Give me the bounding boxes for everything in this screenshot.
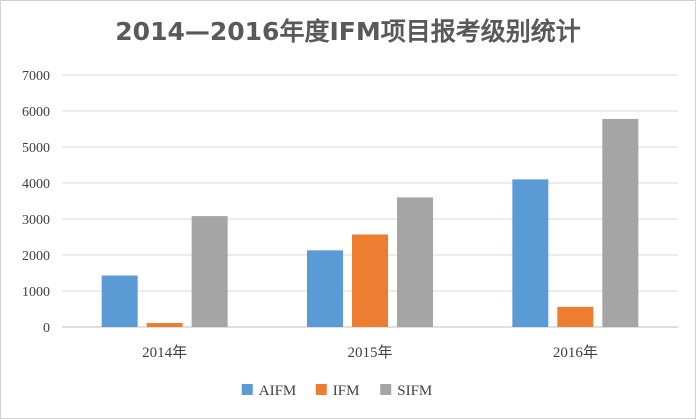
x-category-label: 2016年 <box>553 344 598 361</box>
legend-label-ifm: IFM <box>333 383 360 399</box>
y-tick-label: 0 <box>43 321 50 336</box>
y-tick-label: 2000 <box>22 249 50 264</box>
y-tick-label: 5000 <box>22 141 50 156</box>
legend-label-aifm: AIFM <box>259 383 297 399</box>
x-axis-labels: 2014年 2015年 2016年 <box>142 344 598 361</box>
bar-ifm-1 <box>146 323 183 327</box>
chart-title: 2014—2016年度IFM项目报考级别统计 <box>115 17 581 46</box>
bars <box>101 118 639 327</box>
legend-label-sifm: SIFM <box>397 383 432 399</box>
bar-aifm-3 <box>512 179 549 327</box>
legend-swatch-ifm <box>315 384 327 395</box>
y-tick-label: 7000 <box>22 69 50 84</box>
bar-sifm-3 <box>602 118 639 327</box>
y-tick-label: 6000 <box>22 105 50 120</box>
legend-swatch-sifm <box>380 384 392 395</box>
bar-ifm-2 <box>352 234 388 327</box>
y-axis-ticks: 0 1000 2000 3000 4000 5000 6000 7000 <box>22 69 50 336</box>
y-tick-label: 3000 <box>22 213 50 228</box>
x-category-label: 2014年 <box>142 344 187 361</box>
bar-aifm-1 <box>101 275 138 327</box>
bar-ifm-3 <box>557 306 594 327</box>
legend: AIFM IFM SIFM <box>241 383 432 399</box>
y-tick-label: 4000 <box>22 177 50 192</box>
y-tick-label: 1000 <box>22 285 50 300</box>
bar-sifm-1 <box>191 216 228 327</box>
legend-swatch-aifm <box>241 384 253 395</box>
bar-sifm-2 <box>397 197 433 327</box>
bar-aifm-2 <box>307 250 343 327</box>
x-category-label: 2015年 <box>347 344 392 361</box>
